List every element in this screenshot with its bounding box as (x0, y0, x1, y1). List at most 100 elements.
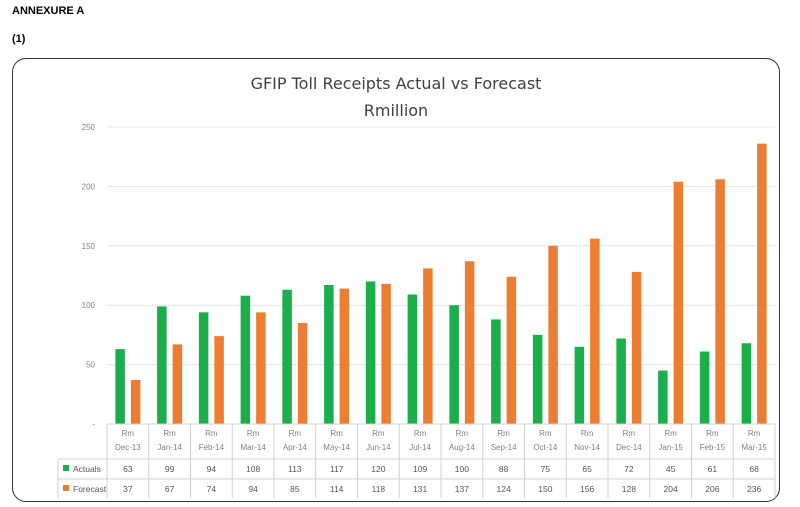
actuals-value-label: 65 (582, 464, 592, 474)
category-label: Jan-15 (658, 443, 683, 452)
actuals-bar (324, 285, 334, 424)
forecast-value-label: 94 (248, 484, 258, 494)
y-tick-label: - (92, 420, 95, 429)
bar-chart: GFIP Toll Receipts Actual vs Forecast Rm… (57, 74, 776, 498)
category-prefix-label: Rm (748, 429, 761, 438)
forecast-value-label: 204 (664, 484, 678, 494)
category-prefix-label: Rm (372, 429, 385, 438)
forecast-bar (214, 336, 224, 424)
category-label: Sep-14 (491, 443, 517, 452)
y-tick-label: 250 (82, 123, 96, 132)
forecast-bar (339, 288, 350, 424)
page-heading: ANNEXURE A (12, 5, 85, 17)
actuals-bar (699, 351, 710, 424)
forecast-value-label: 114 (330, 484, 344, 494)
legend-label: Actuals (73, 464, 101, 474)
actuals-bar (574, 346, 585, 424)
forecast-value-label: 236 (747, 484, 761, 494)
category-label: Feb-14 (199, 443, 225, 452)
category-label: Jun-14 (366, 443, 391, 452)
forecast-value-label: 206 (705, 484, 719, 494)
category-label: Aug-14 (449, 443, 475, 452)
forecast-value-label: 137 (455, 484, 469, 494)
actuals-bar (157, 306, 167, 424)
actuals-bar (115, 349, 125, 424)
actuals-value-label: 88 (499, 464, 509, 474)
actuals-value-label: 113 (288, 464, 302, 474)
forecast-value-label: 124 (497, 484, 511, 494)
category-prefix-label: Rm (497, 429, 510, 438)
forecast-value-label: 67 (165, 484, 175, 494)
forecast-value-label: 150 (538, 484, 552, 494)
category-prefix-label: Rm (289, 429, 302, 438)
actuals-value-label: 45 (666, 464, 676, 474)
actuals-bar (658, 370, 668, 424)
actuals-bar (449, 305, 459, 424)
actuals-value-label: 99 (165, 464, 175, 474)
category-prefix-label: Rm (330, 429, 343, 438)
actuals-value-label: 120 (371, 464, 385, 474)
forecast-bar (381, 283, 391, 424)
actuals-bar (282, 289, 292, 424)
category-prefix-label: Rm (247, 429, 260, 438)
page-subheading: (1) (12, 33, 26, 45)
actuals-legend-key (63, 465, 69, 471)
y-tick-label: 200 (82, 182, 96, 191)
actuals-value-label: 94 (207, 464, 217, 474)
category-label: Jul-14 (409, 443, 431, 452)
category-prefix-label: Rm (581, 429, 594, 438)
category-label: Jan-14 (157, 443, 182, 452)
actuals-bar (198, 312, 209, 424)
actuals-value-label: 63 (123, 464, 133, 474)
category-label: May-14 (323, 443, 350, 452)
category-label: Feb-15 (700, 443, 726, 452)
y-tick-label: 150 (82, 242, 96, 251)
actuals-bar (240, 295, 251, 424)
forecast-value-label: 128 (622, 484, 636, 494)
forecast-bar (297, 323, 308, 424)
forecast-legend-key (63, 485, 69, 491)
forecast-bar (256, 312, 266, 424)
forecast-bar (506, 276, 517, 424)
category-prefix-label: Rm (122, 429, 135, 438)
forecast-bar (673, 181, 684, 424)
forecast-value-label: 156 (580, 484, 594, 494)
forecast-value-label: 118 (372, 484, 386, 494)
forecast-bar (590, 238, 600, 424)
actuals-bar (741, 343, 752, 424)
category-label: Mar-14 (240, 443, 266, 452)
forecast-bar (172, 344, 183, 424)
actuals-bar (616, 338, 626, 424)
actuals-value-label: 117 (330, 464, 344, 474)
actuals-value-label: 75 (541, 464, 551, 474)
category-prefix-label: Rm (414, 429, 427, 438)
forecast-bar (423, 268, 433, 424)
forecast-bar (130, 380, 141, 424)
actuals-value-label: 108 (246, 464, 260, 474)
category-prefix-label: Rm (205, 429, 218, 438)
category-label: Nov-14 (574, 443, 600, 452)
category-label: Dec-13 (115, 443, 141, 452)
category-prefix-label: Rm (664, 429, 677, 438)
chart-subtitle: Rmillion (364, 101, 428, 120)
forecast-value-label: 37 (123, 484, 133, 494)
forecast-bar (715, 179, 725, 424)
category-label: Oct-14 (533, 443, 558, 452)
y-tick-label: 100 (82, 301, 96, 310)
forecast-value-label: 131 (413, 484, 427, 494)
chart-title: GFIP Toll Receipts Actual vs Forecast (251, 74, 542, 93)
legend-label: Forecast (73, 484, 107, 494)
forecast-bar (757, 143, 767, 424)
actuals-bar (407, 294, 418, 424)
y-tick-label: 50 (86, 361, 95, 370)
actuals-bar (532, 334, 543, 424)
category-prefix-label: Rm (706, 429, 719, 438)
actuals-value-label: 72 (624, 464, 634, 474)
chart-frame: GFIP Toll Receipts Actual vs Forecast Rm… (12, 58, 780, 502)
forecast-value-label: 74 (207, 484, 217, 494)
forecast-bar (548, 245, 558, 424)
category-prefix-label: Rm (623, 429, 636, 438)
category-prefix-label: Rm (456, 429, 469, 438)
actuals-bar (365, 281, 376, 424)
actuals-bar (491, 319, 501, 424)
